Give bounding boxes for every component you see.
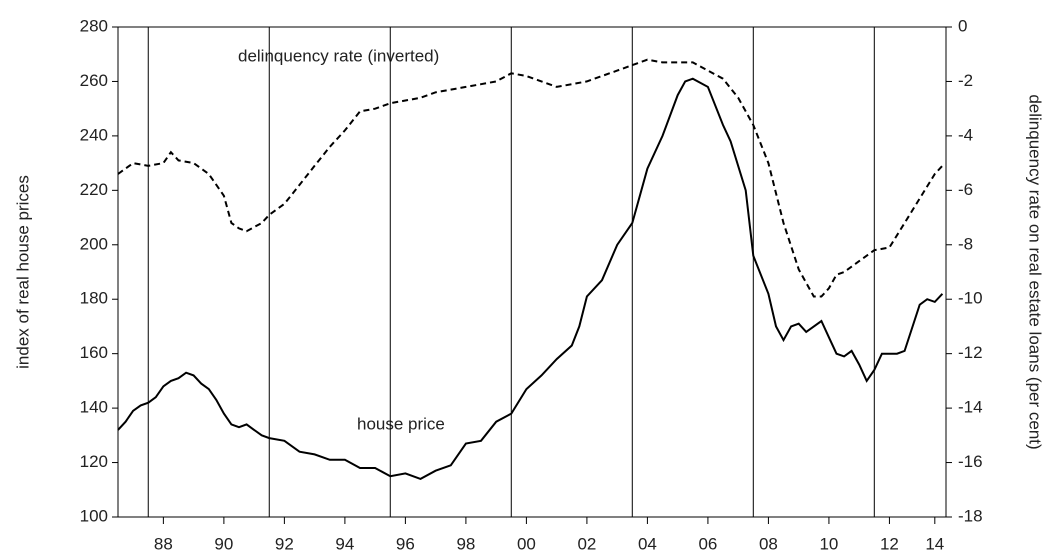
y2-tick-label: -4 xyxy=(958,125,973,144)
x-tick-label: 90 xyxy=(214,534,233,553)
x-tick-label: 10 xyxy=(819,534,838,553)
series-line xyxy=(117,58,944,298)
y-tick-label: 180 xyxy=(80,289,108,308)
y2-axis-label: delinquency rate on real estate loans (p… xyxy=(1026,94,1045,449)
y2-tick-label: -6 xyxy=(958,180,973,199)
x-tick-label: 08 xyxy=(759,534,778,553)
y2-tick-label: 0 xyxy=(958,16,967,35)
y2-tick-label: -10 xyxy=(958,289,983,308)
y-tick-label: 160 xyxy=(80,343,108,362)
y2-tick-label: -14 xyxy=(958,398,983,417)
series-line xyxy=(117,77,944,480)
y-tick-label: 140 xyxy=(80,398,108,417)
x-tick-label: 94 xyxy=(335,534,354,553)
annotation: house price xyxy=(357,414,445,433)
y2-tick-label: -18 xyxy=(958,506,983,525)
y-tick-label: 220 xyxy=(80,180,108,199)
y2-tick-label: -12 xyxy=(958,343,983,362)
x-tick-label: 88 xyxy=(154,534,173,553)
x-tick-label: 12 xyxy=(880,534,899,553)
x-tick-label: 02 xyxy=(577,534,596,553)
y-tick-label: 200 xyxy=(80,234,108,253)
y-tick-label: 240 xyxy=(80,125,108,144)
y-tick-label: 260 xyxy=(80,71,108,90)
x-tick-label: 98 xyxy=(456,534,475,553)
y-tick-label: 100 xyxy=(80,506,108,525)
x-tick-label: 06 xyxy=(698,534,717,553)
y2-tick-label: -16 xyxy=(958,452,983,471)
y-tick-label: 280 xyxy=(80,16,108,35)
y2-tick-label: -8 xyxy=(958,234,973,253)
x-tick-label: 92 xyxy=(275,534,294,553)
plot-frame xyxy=(117,26,947,518)
x-tick-label: 96 xyxy=(396,534,415,553)
annotation: delinquency rate (inverted) xyxy=(238,46,439,65)
x-tick-label: 00 xyxy=(517,534,536,553)
x-tick-label: 14 xyxy=(925,534,944,553)
y-tick-label: 120 xyxy=(80,452,108,471)
y2-tick-label: -2 xyxy=(958,71,973,90)
x-tick-label: 04 xyxy=(638,534,657,553)
y-axis-label: index of real house prices xyxy=(13,175,32,369)
